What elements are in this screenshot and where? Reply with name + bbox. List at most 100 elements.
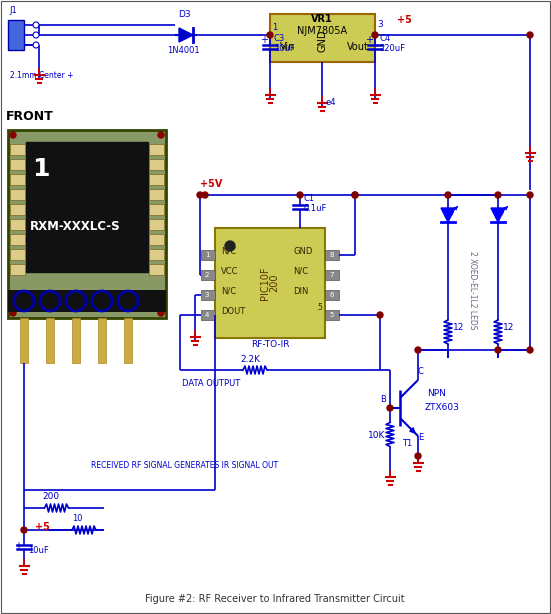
Bar <box>10 204 25 215</box>
Text: 12: 12 <box>453 323 464 332</box>
Text: E: E <box>418 433 423 442</box>
Bar <box>124 318 132 363</box>
Text: 4: 4 <box>205 312 209 318</box>
Bar <box>149 174 164 185</box>
Circle shape <box>527 192 533 198</box>
Circle shape <box>527 32 533 38</box>
Text: N/C: N/C <box>221 287 236 296</box>
Bar <box>270 14 375 62</box>
Text: ZTX603: ZTX603 <box>425 403 460 412</box>
Text: +5: +5 <box>35 522 50 532</box>
Circle shape <box>387 405 393 411</box>
Text: 1N4001: 1N4001 <box>167 46 199 55</box>
Text: +: + <box>14 541 22 551</box>
Text: NJM7805A: NJM7805A <box>297 26 347 36</box>
Text: B: B <box>380 395 386 404</box>
Bar <box>98 318 106 363</box>
Text: 1: 1 <box>32 157 50 181</box>
Text: 5: 5 <box>330 312 334 318</box>
Bar <box>46 318 54 363</box>
Text: C4: C4 <box>379 34 390 43</box>
Circle shape <box>415 453 421 459</box>
Circle shape <box>352 192 358 198</box>
Bar <box>10 144 25 155</box>
Text: N/C: N/C <box>221 247 236 256</box>
Circle shape <box>352 192 358 198</box>
Text: GND: GND <box>293 247 312 256</box>
Bar <box>8 20 24 50</box>
Text: 6: 6 <box>329 292 334 298</box>
Text: RF-TO-IR: RF-TO-IR <box>251 340 289 349</box>
Bar <box>149 234 164 245</box>
Text: VR1: VR1 <box>311 14 333 24</box>
Circle shape <box>118 291 138 311</box>
Circle shape <box>202 192 208 198</box>
Text: GND: GND <box>317 29 327 52</box>
Text: C3: C3 <box>274 34 285 43</box>
Bar <box>10 159 25 170</box>
Circle shape <box>158 310 164 316</box>
Text: 2: 2 <box>205 272 209 278</box>
Text: NPN: NPN <box>427 389 446 398</box>
Bar <box>201 290 215 300</box>
Bar <box>201 250 215 260</box>
Text: DATA OUTPUT: DATA OUTPUT <box>182 379 240 388</box>
Bar <box>149 219 164 230</box>
Text: T1: T1 <box>402 439 412 448</box>
Circle shape <box>415 347 421 353</box>
Text: RECEIVED RF SIGNAL GENERATES IR SIGNAL OUT: RECEIVED RF SIGNAL GENERATES IR SIGNAL O… <box>91 461 279 470</box>
Text: RXM-XXXLC-S: RXM-XXXLC-S <box>30 220 121 233</box>
Bar <box>201 270 215 280</box>
Text: 10K: 10K <box>368 431 385 440</box>
Text: 10uF: 10uF <box>28 546 48 555</box>
Bar <box>149 249 164 260</box>
Bar <box>72 318 80 363</box>
Text: +5V: +5V <box>200 179 223 189</box>
Polygon shape <box>441 208 455 222</box>
Bar <box>10 219 25 230</box>
Circle shape <box>40 291 60 311</box>
Text: e4: e4 <box>325 98 336 107</box>
Text: 1: 1 <box>205 252 209 258</box>
Text: DIN: DIN <box>293 287 309 296</box>
Text: 220uF: 220uF <box>379 44 405 53</box>
Bar <box>201 310 215 320</box>
Text: VCC: VCC <box>221 267 239 276</box>
Text: 10: 10 <box>72 514 83 523</box>
Text: C1: C1 <box>304 194 315 203</box>
Circle shape <box>33 42 39 48</box>
Text: 5: 5 <box>317 303 322 312</box>
Text: 2.2K: 2.2K <box>240 355 260 364</box>
Text: D3: D3 <box>178 10 191 19</box>
Text: 1: 1 <box>272 23 277 32</box>
Circle shape <box>297 192 303 198</box>
Bar <box>325 270 339 280</box>
Text: 3: 3 <box>205 292 209 298</box>
Text: 2 XOED-EL-1L2 LEDS: 2 XOED-EL-1L2 LEDS <box>467 251 477 329</box>
Text: 3: 3 <box>377 20 383 29</box>
Polygon shape <box>179 28 193 42</box>
Bar <box>8 130 166 318</box>
Circle shape <box>495 347 501 353</box>
Bar <box>20 318 28 363</box>
Bar <box>149 144 164 155</box>
Circle shape <box>197 192 203 198</box>
Text: +5: +5 <box>397 15 412 25</box>
Text: 2.1mm Center +: 2.1mm Center + <box>10 71 73 80</box>
Circle shape <box>33 22 39 28</box>
Bar <box>325 250 339 260</box>
Text: Vout: Vout <box>347 42 369 52</box>
Bar <box>149 204 164 215</box>
Circle shape <box>14 291 34 311</box>
Circle shape <box>10 132 16 138</box>
Circle shape <box>445 192 451 198</box>
Circle shape <box>377 312 383 318</box>
Bar <box>325 290 339 300</box>
Polygon shape <box>491 208 505 222</box>
Bar <box>215 228 325 338</box>
Text: 12: 12 <box>503 323 515 332</box>
Text: 7: 7 <box>329 272 334 278</box>
Circle shape <box>225 241 235 251</box>
Circle shape <box>267 32 273 38</box>
Text: J1: J1 <box>9 6 17 15</box>
